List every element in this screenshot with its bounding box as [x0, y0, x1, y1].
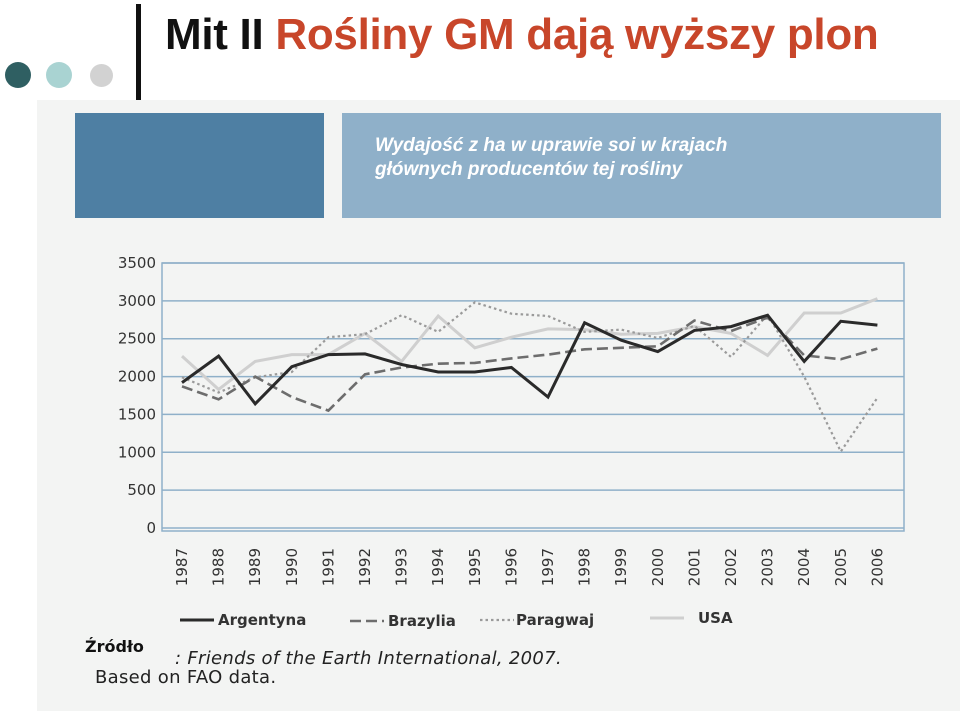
y-tick-label: 2500 — [118, 330, 156, 348]
header-block-right — [342, 113, 941, 218]
x-tick-label: 1989 — [246, 548, 264, 586]
bullet-dot-dark — [5, 62, 31, 88]
x-tick-label: 2001 — [685, 548, 703, 586]
legend-label-paragwaj: Paragwaj — [516, 611, 594, 629]
x-tick-label: 2005 — [832, 548, 850, 586]
x-tick-label: 1995 — [466, 548, 484, 586]
x-tick-label: 2003 — [759, 548, 777, 586]
y-tick-label: 500 — [127, 481, 156, 499]
legend-label-argentyna: Argentyna — [218, 611, 306, 629]
x-tick-label: 2000 — [649, 548, 667, 586]
y-tick-label: 1000 — [118, 443, 156, 461]
series-line-usa — [180, 297, 878, 392]
x-tick-label: 1990 — [283, 548, 301, 586]
x-tick-label: 2006 — [868, 548, 886, 586]
chart-subtitle-line2: głównych producentów tej rośliny — [375, 159, 683, 180]
legend-label-brazylia: Brazylia — [388, 612, 456, 630]
x-tick-label: 1991 — [319, 548, 337, 586]
bullet-dot-gray — [90, 64, 113, 87]
bullet-dot-teal — [46, 62, 72, 88]
x-tick-label: 1987 — [173, 548, 191, 586]
y-tick-label: 3000 — [118, 292, 156, 310]
x-tick-label: 1999 — [612, 548, 630, 586]
x-tick-label: 1997 — [539, 548, 557, 586]
x-tick-label: 1996 — [502, 548, 520, 586]
x-tick-label: 1998 — [576, 548, 594, 586]
legend-label-usa: USA — [698, 609, 733, 627]
y-tick-label: 1500 — [118, 405, 156, 423]
x-tick-label: 1994 — [429, 548, 447, 586]
header-block-left — [75, 113, 324, 218]
source-citation: : Friends of the Earth International, 20… — [175, 648, 562, 669]
y-tick-label: 3500 — [118, 254, 156, 272]
x-tick-label: 2004 — [795, 548, 813, 586]
series-line-brazylia — [181, 315, 878, 413]
x-tick-label: 1993 — [393, 548, 411, 586]
x-tick-label: 1992 — [356, 548, 374, 586]
title-separator-bar — [136, 4, 141, 102]
y-tick-label: 2000 — [118, 368, 156, 386]
y-tick-label: 0 — [146, 519, 156, 537]
source-label: Źródło — [85, 637, 144, 656]
x-tick-label: 2002 — [722, 548, 740, 586]
series-line-argentyna — [181, 313, 878, 407]
source-note: Based on FAO data. — [95, 667, 277, 688]
chart-subtitle: Wydajość z ha w uprawie soi w krajach gł… — [375, 134, 915, 182]
x-tick-label: 1988 — [210, 548, 228, 586]
chart-subtitle-line1: Wydajość z ha w uprawie soi w krajach — [375, 135, 728, 156]
slide-title-prefix: Mit II — [165, 10, 264, 59]
slide-title-main: Rośliny GM dają wyższy plon — [275, 10, 879, 59]
slide-title: Mit II Rośliny GM dają wyższy plon — [165, 10, 879, 60]
